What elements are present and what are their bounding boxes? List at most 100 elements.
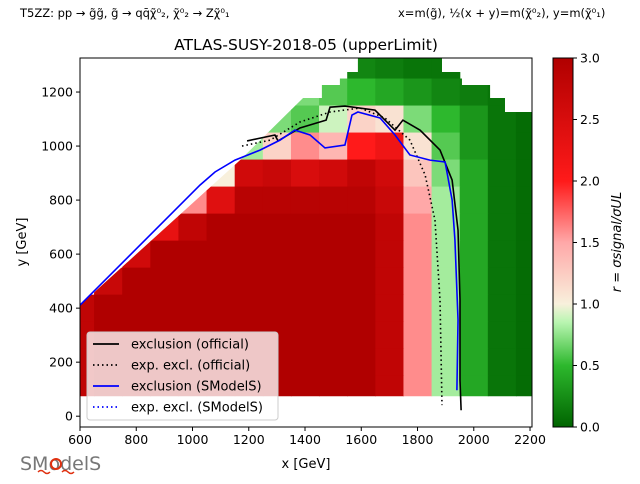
heatmap-cell bbox=[347, 213, 376, 242]
heatmap-cell bbox=[290, 132, 320, 161]
heatmap-cell bbox=[515, 348, 532, 377]
x-axis: 600 800 1000 1200 1400 1600 1800 2000 2200 bbox=[68, 427, 546, 447]
heatmap-cell bbox=[431, 58, 461, 80]
heatmap-cell bbox=[290, 294, 320, 323]
heatmap-cell bbox=[290, 375, 320, 397]
heatmap-cell bbox=[403, 240, 433, 269]
heatmap-cell bbox=[403, 267, 433, 296]
heatmap-cell bbox=[403, 159, 433, 188]
heatmap-cell bbox=[290, 159, 320, 188]
heatmap-cell bbox=[94, 294, 123, 323]
y-tick-label: 800 bbox=[49, 193, 73, 208]
heatmap-cell bbox=[347, 240, 376, 269]
logo-wave bbox=[37, 469, 75, 475]
heatmap-cell bbox=[515, 159, 532, 188]
colorbar-ticks: 0.0 0.5 1.0 1.5 2.0 2.5 3.0 bbox=[573, 51, 600, 435]
heatmap-cell bbox=[487, 240, 517, 269]
heatmap-cell bbox=[515, 321, 532, 350]
legend: exclusion (official) exp. excl. (official… bbox=[86, 331, 279, 421]
heatmap-cell bbox=[403, 186, 433, 215]
heatmap-cell bbox=[403, 348, 433, 377]
heatmap-cell bbox=[459, 159, 489, 188]
heatmap-cell bbox=[459, 348, 489, 377]
heatmap-cell bbox=[234, 240, 264, 269]
heatmap-cell bbox=[487, 132, 517, 161]
heatmap-cell bbox=[459, 105, 489, 134]
smodels-logo: SModelS bbox=[20, 453, 101, 475]
heatmap-cell bbox=[150, 294, 180, 323]
legend-box bbox=[86, 331, 279, 421]
heatmap-cell bbox=[375, 132, 405, 161]
heatmap-cell bbox=[347, 132, 376, 161]
x-tick-label: 2000 bbox=[458, 432, 490, 447]
heatmap-cell bbox=[431, 78, 461, 107]
heatmap-cell bbox=[403, 294, 433, 323]
heatmap-cell bbox=[459, 294, 489, 323]
header-right: x=m(g̃), ½(x + y)=m(χ̃⁰₂), y=m(χ̃⁰₁) bbox=[398, 6, 605, 20]
heatmap-cell bbox=[431, 294, 461, 323]
heatmap-cell bbox=[515, 267, 532, 296]
heatmap-cell bbox=[290, 186, 320, 215]
heatmap-cell bbox=[234, 105, 264, 134]
heatmap-cell bbox=[347, 78, 376, 107]
heatmap-cell bbox=[375, 78, 405, 107]
heatmap-cell bbox=[375, 213, 405, 242]
heatmap-cell bbox=[347, 375, 376, 397]
heatmap-cell bbox=[375, 294, 405, 323]
heatmap-cell bbox=[515, 132, 532, 161]
heatmap-cell bbox=[487, 159, 517, 188]
heatmap-cell bbox=[206, 294, 236, 323]
x-tick-label: 800 bbox=[124, 432, 148, 447]
y-tick-label: 0 bbox=[65, 409, 73, 424]
y-axis: 0 200 400 600 800 1000 1200 bbox=[41, 85, 80, 424]
colorbar-tick-label: 2.5 bbox=[580, 112, 600, 127]
legend-label: exp. excl. (SModelS) bbox=[131, 401, 263, 416]
heatmap-cell bbox=[262, 105, 292, 134]
heatmap-cell bbox=[290, 213, 320, 242]
header-left: T5ZZ: pp → g̃g̃, g̃ → qq̄χ̃⁰₂, χ̃⁰₂ → Zχ… bbox=[19, 6, 230, 20]
heatmap-cell bbox=[403, 375, 433, 397]
heatmap-cell bbox=[459, 132, 489, 161]
heatmap-cell bbox=[431, 105, 461, 134]
logo-circle bbox=[50, 458, 62, 470]
heatmap-cell bbox=[150, 240, 180, 269]
y-tick-label: 200 bbox=[49, 355, 73, 370]
heatmap-cell bbox=[319, 213, 348, 242]
y-axis-label: y [GeV] bbox=[15, 218, 30, 267]
curves bbox=[80, 105, 462, 411]
heatmap-cell bbox=[515, 294, 532, 323]
heatmap-cell bbox=[431, 375, 461, 397]
heatmap-cell bbox=[375, 348, 405, 377]
heatmap-cell bbox=[178, 240, 208, 269]
colorbar-tick-label: 2.0 bbox=[580, 174, 600, 189]
x-tick-label: 1200 bbox=[233, 432, 265, 447]
heatmap-cell bbox=[262, 213, 292, 242]
y-tick-label: 1000 bbox=[41, 139, 73, 154]
heatmap-cell bbox=[234, 213, 264, 242]
heatmap-cell bbox=[487, 78, 517, 107]
heatmap-cell bbox=[319, 294, 348, 323]
x-tick-label: 1400 bbox=[289, 432, 321, 447]
heatmap-cell bbox=[431, 321, 461, 350]
heatmap-cell bbox=[347, 159, 376, 188]
heatmap-cell bbox=[459, 186, 489, 215]
legend-label: exp. excl. (official) bbox=[131, 359, 250, 374]
heatmap-cell bbox=[234, 132, 264, 161]
heatmap-cell bbox=[234, 267, 264, 296]
x-tick-label: 1000 bbox=[177, 432, 209, 447]
heatmap-cell bbox=[234, 186, 264, 215]
heatmap-cell bbox=[178, 294, 208, 323]
colorbar-tick-label: 3.0 bbox=[580, 51, 600, 66]
y-tick-label: 1200 bbox=[41, 85, 73, 100]
heatmap-cell bbox=[262, 159, 292, 188]
heatmap-cell bbox=[403, 58, 433, 80]
heatmap-cell bbox=[347, 348, 376, 377]
heatmap-cell bbox=[234, 159, 264, 188]
heatmap-cell bbox=[319, 240, 348, 269]
colorbar-tick-label: 1.5 bbox=[580, 235, 600, 250]
heatmap-cell bbox=[403, 213, 433, 242]
heatmap-cell bbox=[290, 267, 320, 296]
heatmap-cell bbox=[262, 294, 292, 323]
plot-frame bbox=[79, 57, 533, 428]
heatmap-cell bbox=[403, 321, 433, 350]
